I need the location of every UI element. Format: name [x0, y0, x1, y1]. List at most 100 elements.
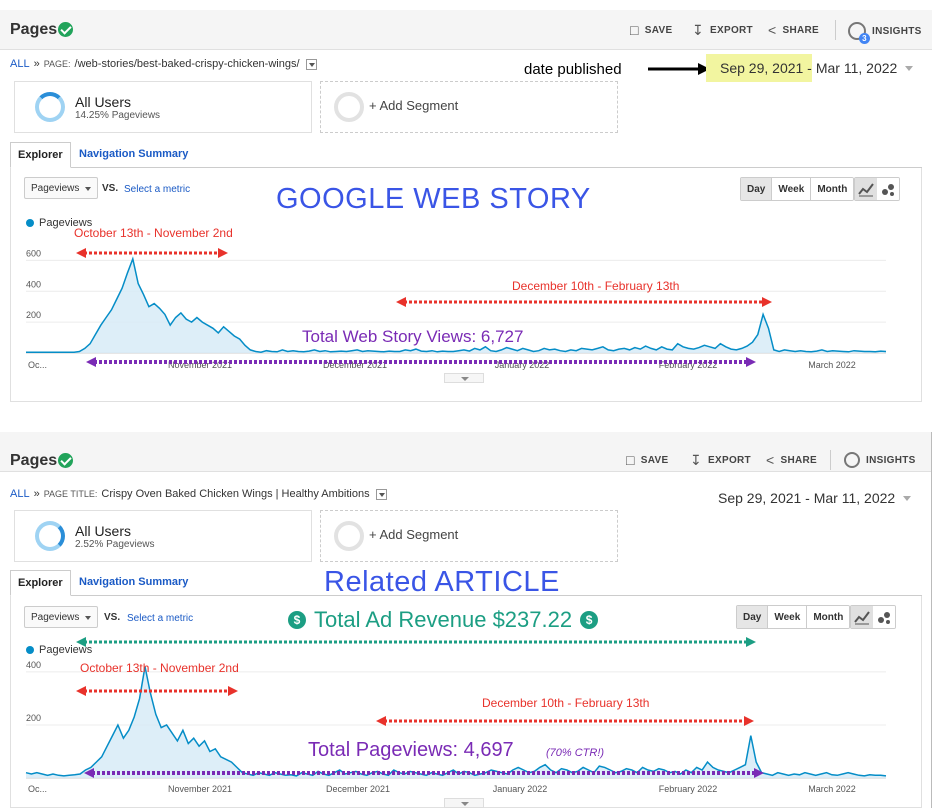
save-icon: □: [630, 22, 639, 38]
segment-ring-icon: [35, 92, 65, 122]
granularity-month[interactable]: Month: [811, 178, 854, 200]
x-tick-label: Oc...: [28, 360, 47, 370]
granularity-month[interactable]: Month: [807, 606, 850, 628]
add-segment-ring-icon: [334, 92, 364, 122]
chart-legend: Pageviews: [26, 644, 92, 656]
arrow-total-arrowhead-left: [86, 357, 96, 367]
export-icon: ↧: [692, 22, 705, 38]
insights-button[interactable]: INSIGHTS: [844, 452, 916, 468]
arrow-oct-nov-arrowhead-left: [76, 248, 86, 258]
breadcrumb-dimension: PAGE TITLE:: [43, 489, 98, 499]
collapse-chart-button[interactable]: [444, 798, 484, 808]
share-label: SHARE: [780, 454, 817, 466]
metric-select[interactable]: Pageviews: [24, 177, 98, 199]
add-segment-button[interactable]: + Add Segment: [320, 81, 618, 133]
breadcrumb: ALL » PAGE TITLE: Crispy Oven Baked Chic…: [10, 488, 387, 500]
granularity-week[interactable]: Week: [768, 606, 808, 628]
export-button[interactable]: ↧ EXPORT: [692, 22, 753, 39]
line-chart-icon[interactable]: [855, 178, 877, 200]
breadcrumb-dropdown[interactable]: [375, 488, 387, 500]
segment-title: All Users: [75, 94, 132, 110]
arrow-dec-feb: [376, 716, 754, 726]
analytics-panel-web-story: Pages □ SAVE ↧ EXPORT < SHARE 3 INSIGHTS AL…: [0, 0, 932, 402]
segment-all-users[interactable]: All Users 14.25% Pageviews: [14, 81, 312, 133]
x-tick-label: February 2022: [659, 784, 718, 794]
tab-explorer[interactable]: Explorer: [10, 570, 71, 596]
arrow-dec-feb: [396, 297, 772, 307]
insights-icon: [844, 452, 860, 468]
save-button[interactable]: □ SAVE: [630, 22, 672, 38]
line-chart-icon[interactable]: [851, 606, 873, 628]
breadcrumb: ALL » PAGE: /web-stories/best-baked-cris…: [10, 58, 317, 70]
select-metric-link[interactable]: Select a metric: [124, 184, 191, 195]
date-range-picker[interactable]: Sep 29, 2021 - Mar 11, 2022: [706, 54, 914, 82]
y-tick-label: 200: [26, 310, 41, 320]
add-segment-ring-icon: [334, 521, 364, 551]
arrow-total-arrowhead-right: [754, 768, 764, 778]
tab-navigation-summary[interactable]: Navigation Summary: [79, 148, 189, 160]
annotation-total-views: Total Web Story Views: 6,727: [302, 327, 523, 346]
chart-type-toggle: [854, 177, 900, 201]
pageviews-chart: 400 200 Oc... November 2021 December 2021 Jan…: [25, 637, 887, 794]
arrow-oct-nov: [76, 248, 228, 258]
x-tick-label: Oc...: [28, 784, 47, 794]
x-tick-label: November 2021: [168, 784, 232, 794]
date-end: Mar 11, 2022: [815, 60, 898, 76]
export-button[interactable]: ↧ EXPORT: [690, 452, 751, 469]
insights-badge: 3: [859, 33, 870, 44]
tab-explorer[interactable]: Explorer: [10, 142, 71, 168]
arrow-total: [84, 768, 764, 778]
breadcrumb-all-link[interactable]: ALL: [10, 58, 30, 70]
arrow-ad-revenue-arrowhead-right: [746, 637, 756, 647]
annotation-range-oct-nov: October 13th - November 2nd: [80, 661, 239, 675]
share-label: SHARE: [782, 24, 819, 36]
add-segment-button[interactable]: + Add Segment: [320, 510, 618, 562]
annotation-ctr: (70% CTR!): [546, 747, 604, 759]
breadcrumb-dimension: PAGE:: [43, 59, 71, 69]
insights-button[interactable]: 3 INSIGHTS: [848, 22, 922, 44]
share-icon: <: [766, 452, 775, 468]
y-tick-label: 400: [26, 660, 41, 670]
share-button[interactable]: < SHARE: [766, 452, 817, 468]
share-icon: <: [768, 22, 777, 38]
dollar-coin-icon: $: [288, 611, 306, 629]
arrow-dec-feb-arrowhead-left: [396, 297, 406, 307]
analytics-panel-article: Pages □ SAVE ↧ EXPORT < SHARE INSIGHTS ALL …: [0, 432, 932, 808]
select-metric-link[interactable]: Select a metric: [127, 613, 194, 624]
breadcrumb-value: /web-stories/best-baked-crispy-chicken-w…: [74, 58, 300, 70]
segment-subtitle: 2.52% Pageviews: [75, 539, 155, 550]
granularity-week[interactable]: Week: [772, 178, 812, 200]
segment-all-users[interactable]: All Users 2.52% Pageviews: [14, 510, 312, 562]
motion-chart-icon[interactable]: [877, 178, 899, 200]
collapse-chart-button[interactable]: [444, 373, 484, 383]
date-range-picker[interactable]: Sep 29, 2021 - Mar 11, 2022: [718, 490, 912, 506]
breadcrumb-dropdown[interactable]: [305, 58, 317, 70]
view-tabs: Explorer Navigation Summary: [10, 142, 922, 168]
chart-legend: Pageviews: [26, 217, 92, 229]
tab-navigation-summary[interactable]: Navigation Summary: [79, 576, 189, 588]
share-button[interactable]: < SHARE: [768, 22, 819, 38]
arrow-total-arrowhead-left: [84, 768, 94, 778]
x-tick-label: December 2021: [323, 360, 387, 370]
series-area: [26, 258, 886, 353]
x-tick-label: January 2022: [495, 360, 550, 370]
insights-label: INSIGHTS: [872, 25, 922, 37]
annotation-big-title: GOOGLE WEB STORY: [276, 183, 591, 215]
y-tick-label: 400: [26, 279, 41, 289]
annotation-date-published: date published: [524, 61, 622, 78]
save-button[interactable]: □ SAVE: [626, 452, 668, 468]
granularity-day[interactable]: Day: [737, 606, 769, 628]
segment-title: All Users: [75, 523, 132, 539]
explorer-area: [10, 168, 922, 402]
breadcrumb-all-link[interactable]: ALL: [10, 488, 30, 500]
arrow-oct-nov: [76, 686, 238, 696]
metric-select[interactable]: Pageviews: [24, 606, 98, 628]
arrow-total-arrowhead-right: [746, 357, 756, 367]
save-icon: □: [626, 452, 635, 468]
save-label: SAVE: [644, 24, 673, 36]
granularity-day[interactable]: Day: [741, 178, 773, 200]
motion-chart-icon[interactable]: [873, 606, 895, 628]
insights-icon: 3: [848, 22, 870, 44]
legend-label: Pageviews: [39, 644, 93, 656]
view-tabs: Explorer Navigation Summary: [10, 570, 922, 596]
